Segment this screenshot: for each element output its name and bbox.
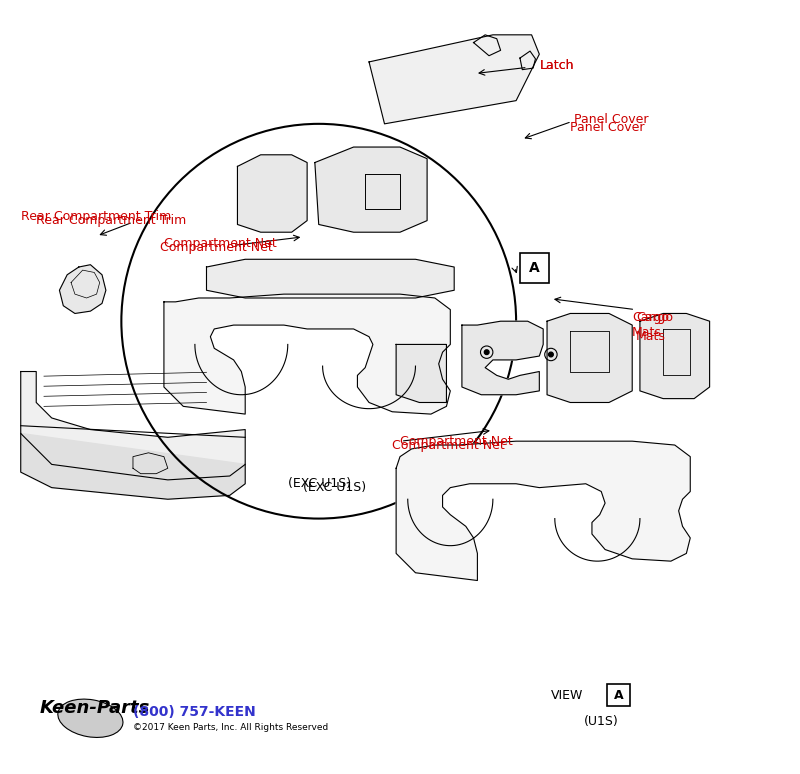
Bar	[606, 684, 630, 706]
Text: Compartment Net: Compartment Net	[160, 241, 273, 254]
Text: Keen-Parts: Keen-Parts	[40, 699, 150, 717]
Circle shape	[484, 350, 489, 354]
Text: (U1S): (U1S)	[584, 715, 618, 728]
Ellipse shape	[58, 699, 123, 738]
Polygon shape	[164, 294, 450, 414]
Text: Mats: Mats	[636, 330, 666, 343]
Text: VIEW: VIEW	[551, 689, 583, 701]
Text: Rear Compartment Trim: Rear Compartment Trim	[21, 211, 171, 223]
Text: Cargo
Mats: Cargo Mats	[632, 311, 669, 339]
Text: Compartment Net: Compartment Net	[392, 439, 505, 451]
Text: Panel Cover: Panel Cover	[574, 114, 649, 126]
Text: Cargo: Cargo	[636, 311, 673, 324]
Text: (800) 757-KEEN: (800) 757-KEEN	[133, 705, 256, 719]
Polygon shape	[238, 155, 307, 232]
Polygon shape	[59, 265, 106, 313]
Polygon shape	[369, 35, 539, 124]
Text: A: A	[530, 261, 540, 275]
Polygon shape	[396, 344, 446, 402]
Text: Compartment Net: Compartment Net	[400, 435, 513, 447]
Polygon shape	[21, 372, 245, 480]
Polygon shape	[396, 441, 690, 580]
Text: Compartment Net: Compartment Net	[164, 238, 277, 250]
Text: Rear Compartment Trim: Rear Compartment Trim	[36, 214, 186, 227]
Polygon shape	[315, 147, 427, 232]
Polygon shape	[640, 313, 710, 399]
Polygon shape	[547, 313, 632, 402]
Text: Latch: Latch	[539, 60, 574, 72]
Text: (EXC U1S): (EXC U1S)	[288, 478, 351, 490]
Polygon shape	[21, 433, 245, 499]
Polygon shape	[206, 259, 454, 298]
Bar	[520, 253, 550, 283]
Text: A: A	[614, 689, 623, 701]
Text: (EXC U1S): (EXC U1S)	[303, 481, 366, 494]
Polygon shape	[462, 321, 543, 395]
Text: Latch: Latch	[539, 60, 574, 72]
Circle shape	[549, 352, 554, 357]
Text: ©2017 Keen Parts, Inc. All Rights Reserved: ©2017 Keen Parts, Inc. All Rights Reserv…	[133, 723, 328, 732]
Text: Panel Cover: Panel Cover	[570, 122, 645, 134]
